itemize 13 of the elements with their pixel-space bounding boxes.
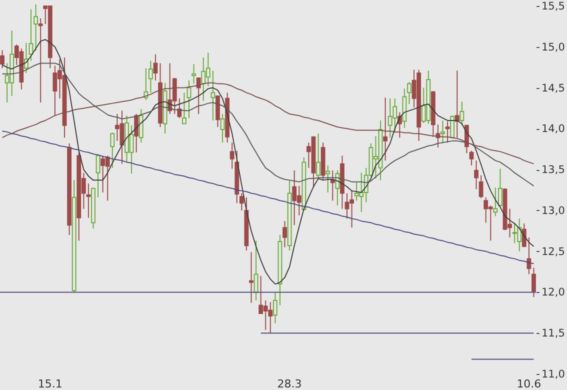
y-tick-label: 13,0 xyxy=(542,204,565,217)
y-tick-label: 15,5 xyxy=(542,0,565,12)
y-tick-label: 14,0 xyxy=(542,123,565,136)
x-tick-label: 28.3 xyxy=(277,378,302,390)
y-tick-label: 12,0 xyxy=(542,286,565,299)
y-tick-label: 15,0 xyxy=(542,41,565,54)
x-tick-label: 15.1 xyxy=(38,378,62,390)
y-tick-label: 11,0 xyxy=(542,368,565,380)
x-tick-label: 10.6 xyxy=(516,378,542,390)
y-tick-label: 11,5 xyxy=(542,328,565,340)
y-tick-label: 12,5 xyxy=(542,246,565,258)
y-tick-label: 14,5 xyxy=(542,82,565,94)
y-tick-label: 13,5 xyxy=(542,164,565,176)
